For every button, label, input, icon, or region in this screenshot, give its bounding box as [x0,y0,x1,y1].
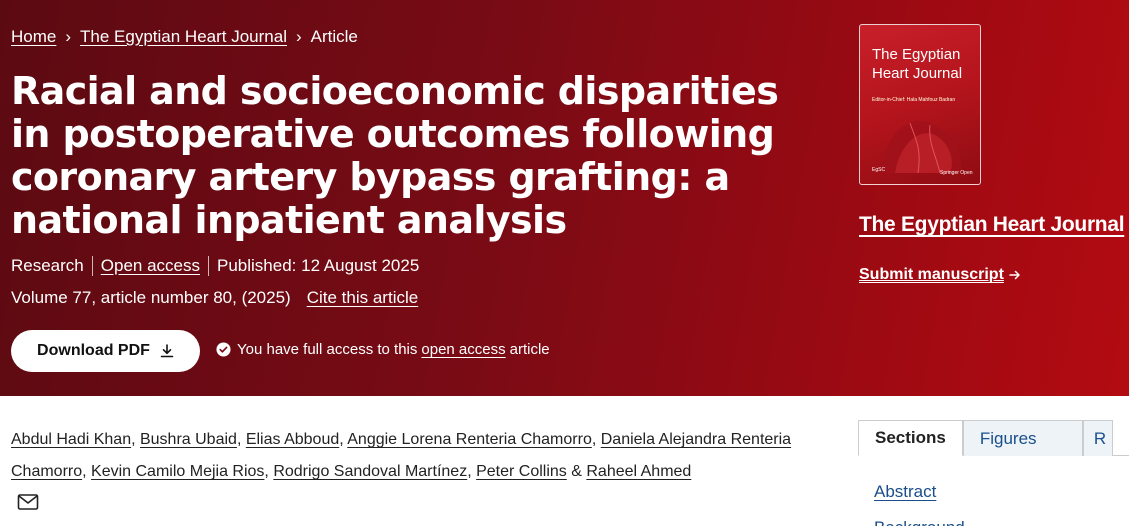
breadcrumb-current: Article [310,27,358,46]
published-date: Published: 12 August 2025 [217,256,420,275]
access-open-access-link[interactable]: open access [421,341,506,358]
section-link-abstract[interactable]: Abstract [874,482,937,501]
author-link[interactable]: Anggie Lorena Renteria Chamorro [347,431,592,448]
cover-society-logo: EgSC [872,167,886,173]
tab-references[interactable]: R [1082,420,1113,456]
volume-info: Volume 77, article number 80, (2025) [11,288,291,307]
mail-icon[interactable] [17,493,39,511]
author-link[interactable]: Peter Collins [476,463,567,480]
article-meta: Research Open access Published: 12 Augus… [11,256,419,276]
journal-title-link[interactable]: The Egyptian Heart Journal [859,213,1125,236]
author-link[interactable]: Kevin Camilo Mejia Rios [91,463,265,480]
access-notice: You have full access to this open access… [216,341,550,358]
author-link[interactable]: Abdul Hadi Khan [11,431,132,448]
access-prefix: You have full access to this [237,341,418,358]
tab-figures[interactable]: Figures [962,420,1083,456]
divider [91,256,93,276]
author-list: Abdul Hadi Khan, Bushra Ubaid, Elias Abb… [11,431,792,480]
journal-cover[interactable]: The Egyptian Heart Journal Editor-in-Chi… [859,24,981,185]
author-link[interactable]: Raheel Ahmed [586,463,692,480]
cover-publisher-logo: Springer Open [940,170,973,176]
arrow-right-icon [1009,270,1020,280]
heart-illustration [880,120,962,173]
author-link[interactable]: Daniela Alejandra Renteria Chamorro [11,431,792,480]
open-access-link[interactable]: Open access [100,256,200,275]
breadcrumb-journal[interactable]: The Egyptian Heart Journal [80,27,287,46]
cite-link[interactable]: Cite this article [306,288,419,307]
cover-editor: Editor-in-Chief: Hala Mahfouz Badran [872,97,956,103]
access-suffix: article [509,341,550,358]
tab-sections[interactable]: Sections [858,420,963,456]
section-links: Abstract Background [874,474,965,526]
chevron-right-icon: › [65,27,72,46]
download-pdf-label: Download PDF [37,342,150,359]
breadcrumb-home[interactable]: Home [11,27,57,46]
article-header: Home › The Egyptian Heart Journal › Arti… [0,0,1129,396]
author-link[interactable]: Bushra Ubaid [139,431,237,448]
check-circle-icon [216,342,231,357]
submit-manuscript-link[interactable]: Submit manuscript [859,266,1021,284]
section-link-background[interactable]: Background [874,510,965,526]
cover-title: The Egyptian Heart Journal [872,46,963,82]
submit-manuscript-label: Submit manuscript [859,266,1004,283]
author-link[interactable]: Rodrigo Sandoval Martínez [273,463,468,480]
sidebar-tabs: Sections Figures R [858,420,1129,456]
author-link[interactable]: Elias Abboud [245,431,340,448]
breadcrumb: Home › The Egyptian Heart Journal › Arti… [11,27,358,47]
chevron-right-icon: › [295,27,302,46]
article-title: Racial and socioeconomic disparities in … [11,69,779,242]
download-icon [160,344,174,358]
divider [208,256,209,276]
article-volume-row: Volume 77, article number 80, (2025) Cit… [11,288,418,308]
download-pdf-button[interactable]: Download PDF [11,330,200,372]
article-type: Research [11,256,84,275]
